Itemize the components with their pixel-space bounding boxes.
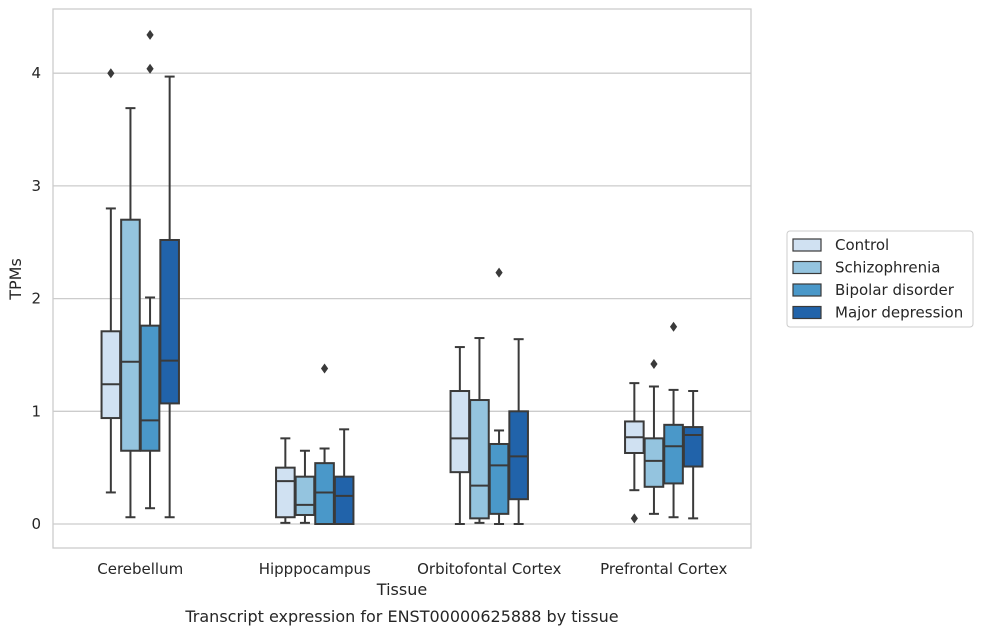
y-axis-ticks: 0 1 2 3 4 <box>31 64 41 533</box>
legend-frame <box>786 230 974 328</box>
legend-swatch-1 <box>792 260 822 275</box>
x-tick-label-0: Cerebellum <box>97 560 183 578</box>
box-body <box>449 390 471 474</box>
legend-label-3: Major depression <box>835 304 963 322</box>
legend-label-2: Bipolar disorder <box>835 281 955 299</box>
box-2-3 <box>508 338 529 525</box>
box-2-0 <box>449 346 471 525</box>
box-3-1 <box>643 358 665 515</box>
box-body <box>159 238 180 405</box>
outlier-point <box>630 513 638 524</box>
box-1-2 <box>314 363 335 525</box>
x-tick-label-2: Orbitofontal Cortex <box>417 560 561 578</box>
outlier-point <box>320 363 329 374</box>
outlier-point <box>146 29 154 40</box>
outlier-point <box>107 68 115 79</box>
box-0-1 <box>120 107 141 519</box>
y-tick-label-2: 2 <box>31 290 41 308</box>
chart-caption: Transcript expression for ENST0000062588… <box>184 607 618 626</box>
box-1-1 <box>294 449 316 524</box>
box-body <box>314 462 335 525</box>
outlier-point <box>146 63 154 74</box>
box-2-1 <box>469 337 490 524</box>
box-body <box>643 437 665 488</box>
legend-swatch-2 <box>792 283 822 297</box>
legend: Control Schizophrenia Bipolar disorder Majo… <box>786 230 974 328</box>
x-tick-label-1: Hipppocampus <box>259 560 371 578</box>
y-tick-label-1: 1 <box>31 402 41 420</box>
box-body <box>682 426 704 468</box>
box-body <box>469 399 490 520</box>
box-body <box>508 410 529 501</box>
legend-label-0: Control <box>835 236 889 254</box>
box-body <box>663 423 684 485</box>
box-3-2 <box>663 321 684 519</box>
x-axis-label: Tissue <box>376 580 427 599</box>
legend-label-1: Schizophrenia <box>835 259 940 277</box>
boxes <box>100 29 704 525</box>
box-3-3 <box>682 390 704 520</box>
outlier-point <box>650 358 658 369</box>
legend-swatch-0 <box>792 238 822 252</box>
y-tick-label-4: 4 <box>31 64 41 82</box>
box-0-3 <box>159 75 180 519</box>
box-1-3 <box>333 428 355 525</box>
box-body <box>139 324 161 452</box>
box-0-0 <box>100 68 122 494</box>
box-0-2 <box>139 29 161 510</box>
plot-area-frame <box>52 8 752 549</box>
y-axis-label: TPMs <box>6 258 25 301</box>
outlier-point <box>669 321 678 332</box>
box-body <box>488 442 510 515</box>
y-tick-label-3: 3 <box>31 177 41 195</box>
box-3-0 <box>624 382 645 524</box>
legend-swatch-3 <box>792 305 822 320</box>
box-2-2 <box>488 267 510 525</box>
x-axis-ticks: Cerebellum Hipppocampus Orbitofontal Corte… <box>97 560 727 578</box>
outlier-point <box>495 267 503 278</box>
box-body <box>275 466 296 519</box>
y-tick-label-0: 0 <box>31 515 41 533</box>
box-body <box>294 475 316 516</box>
box-body <box>333 475 355 525</box>
box-body <box>120 218 141 452</box>
box-1-0 <box>275 437 296 524</box>
x-tick-label-3: Prefrontal Cortex <box>600 560 727 578</box>
box-body <box>100 330 122 420</box>
